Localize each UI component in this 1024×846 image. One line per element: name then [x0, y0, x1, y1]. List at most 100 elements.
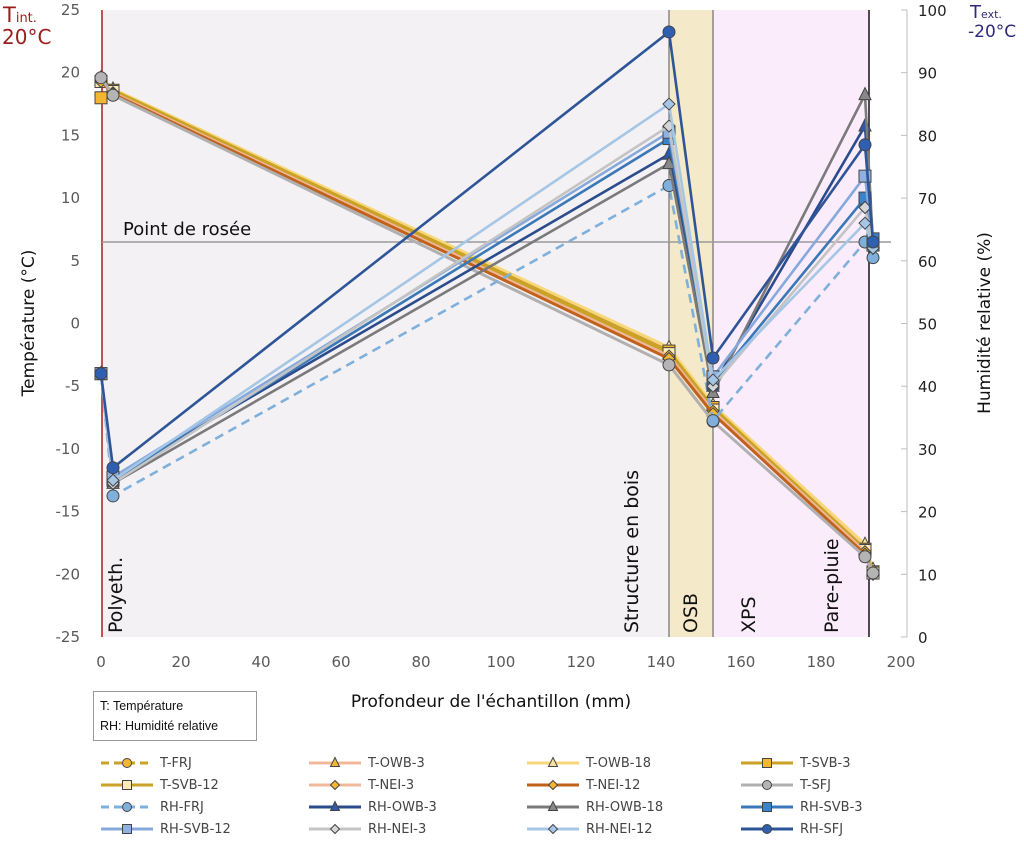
data-point-square: [122, 824, 132, 834]
data-point-diamond: [706, 373, 720, 387]
legend-swatch-t-owb-3: [309, 756, 361, 767]
legend-swatch-rh-nei-12: [527, 823, 579, 835]
legend-item-rh-svb-3: RH-SVB-3: [740, 796, 863, 818]
data-point-circle: [858, 138, 872, 152]
legend-label: T-NEI-12: [586, 777, 641, 793]
legend-item-rh-owb-18: RH-OWB-18: [526, 796, 663, 818]
legend-label: T-OWB-18: [586, 755, 652, 771]
data-point-circle: [94, 71, 108, 85]
y-left-tick-label: -25: [56, 628, 81, 646]
legend-swatch-t-frj: [101, 758, 153, 768]
data-point-circle: [706, 414, 720, 428]
data-point-square: [122, 780, 132, 790]
exterior-temperature-label: Text.: [969, 2, 1002, 23]
legend-swatch-t-nei-3: [309, 779, 361, 791]
data-point-circle: [706, 351, 720, 365]
y-right-tick-label: 30: [918, 441, 937, 459]
y-left-tick-label: -5: [65, 377, 80, 395]
y-left-tick-label: -10: [56, 440, 81, 458]
legend-item-t-frj: T-FRJ: [100, 752, 192, 774]
y-right-tick-label: 50: [918, 316, 937, 334]
data-point-square: [94, 91, 108, 105]
data-point-diamond: [329, 779, 341, 791]
data-point-square: [762, 758, 772, 768]
legend-swatch-rh-nei-3: [309, 823, 361, 835]
legend-item-t-svb-3: T-SVB-3: [740, 752, 850, 774]
data-point-circle: [866, 235, 880, 249]
series-lines: [94, 25, 891, 582]
y-right-tick-label: 20: [918, 504, 937, 522]
legend-swatch-t-sfj: [741, 780, 793, 790]
y-right-tick-label: 10: [918, 566, 937, 584]
legend-item-t-owb-3: T-OWB-3: [308, 752, 425, 774]
data-point-triangle: [547, 756, 559, 767]
x-tick-label: 120: [567, 653, 596, 671]
legend-label: RH-OWB-18: [586, 799, 664, 815]
data-point-diamond: [106, 473, 120, 487]
legend-swatch-t-nei-12: [527, 779, 579, 791]
legend-item-rh-sfj: RH-SFJ: [740, 818, 843, 840]
data-point-triangle: [662, 155, 676, 170]
x-tick-label: 140: [647, 653, 676, 671]
dew-point-label: Point de rosée: [123, 219, 251, 240]
legend-label: T-SFJ: [800, 777, 832, 793]
x-tick-label: 40: [251, 653, 270, 671]
data-point-circle: [106, 88, 120, 102]
series-rh-sfj: [94, 25, 880, 475]
data-point-circle: [866, 566, 880, 580]
x-tick-label: 20: [171, 653, 190, 671]
legend-swatch-rh-svb-3: [741, 802, 793, 812]
labels: Point de rosée Polyeth. Structure en bois O…: [2, 2, 1016, 633]
y-right-tick-label: 60: [918, 253, 937, 271]
data-point-circle: [662, 358, 676, 372]
legend-label: T-OWB-3: [368, 755, 425, 771]
data-point-triangle: [547, 800, 559, 811]
data-point-circle: [106, 489, 120, 503]
x-tick-label: 80: [411, 653, 430, 671]
data-point-diamond: [662, 97, 676, 111]
data-point-circle: [762, 780, 772, 790]
x-tick-label: 160: [727, 653, 756, 671]
layer-label-structure-en-bois: Structure en bois: [621, 470, 643, 633]
x-tick-label: 180: [807, 653, 836, 671]
y-left-tick-label: 25: [61, 1, 80, 19]
data-point-circle: [106, 461, 120, 475]
data-point-diamond: [547, 823, 559, 835]
legend-item-rh-nei-12: RH-NEI-12: [526, 818, 653, 840]
layer-band-osb-fill: [669, 10, 713, 637]
data-point-triangle: [329, 800, 341, 811]
legend-label: RH-SVB-12: [160, 821, 231, 837]
layer-label-osb: OSB: [680, 593, 702, 633]
series-line-rh-sfj: [99, 30, 875, 470]
legend-swatch-rh-owb-3: [309, 800, 361, 811]
y-right-tick-label: 100: [918, 2, 947, 20]
legend-swatch-t-svb-3: [741, 758, 793, 768]
y-right-tick-label: 70: [918, 190, 937, 208]
legend-label: RH-NEI-12: [586, 821, 653, 837]
y-left-tick-label: 5: [70, 252, 80, 270]
legend-swatch-t-svb-12: [101, 780, 153, 790]
note-line-temperature: T: Température: [100, 699, 184, 713]
data-point-square: [762, 802, 772, 812]
legend-item-rh-owb-3: RH-OWB-3: [308, 796, 437, 818]
legend-swatch-rh-svb-12: [101, 824, 153, 834]
x-tick-label: 100: [487, 653, 516, 671]
layer-label-polyeth-: Polyeth.: [105, 557, 127, 633]
data-point-triangle: [858, 86, 872, 101]
legend-label: T-FRJ: [160, 755, 192, 771]
data-point-circle: [122, 802, 132, 812]
legend-label: RH-FRJ: [160, 799, 204, 815]
x-axis-title: Profondeur de l'échantillon (mm): [351, 692, 631, 712]
data-point-circle: [94, 367, 108, 381]
legend-item-t-owb-18: T-OWB-18: [526, 752, 651, 774]
data-point-circle: [662, 25, 676, 39]
interior-temperature-label: Tint.: [2, 3, 37, 27]
interior-temperature-value: 20°C: [2, 25, 51, 49]
y-left-tick-label: 0: [70, 315, 80, 333]
legend-item-rh-nei-3: RH-NEI-3: [308, 818, 426, 840]
data-point-diamond: [547, 779, 559, 791]
exterior-temperature-value: -20°C: [968, 22, 1016, 42]
legend: T-FRJ T-OWB-3 T-OWB-18 T-SVB-3 T-SVB-12 T-NEI…: [100, 752, 920, 844]
y-left-tick-label: -20: [56, 565, 81, 583]
